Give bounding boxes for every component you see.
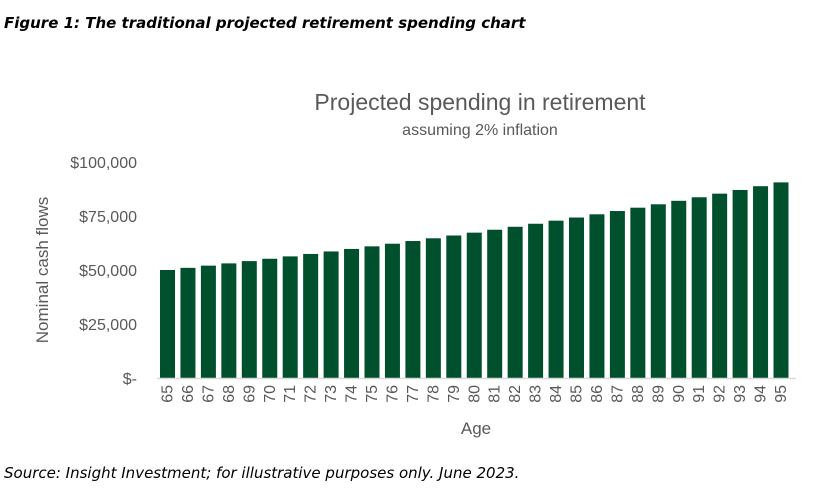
x-tick-label: 88 (630, 385, 647, 403)
x-axis-label: Age (461, 419, 491, 438)
x-tick-label: 75 (364, 385, 381, 403)
bar-age-78 (425, 238, 441, 378)
x-tick-label: 66 (180, 385, 197, 403)
y-tick-label: $75,000 (79, 209, 137, 226)
x-tick-label: 79 (446, 385, 463, 403)
bar-age-69 (241, 261, 257, 378)
figure-caption: Figure 1: The traditional projected reti… (4, 14, 526, 32)
x-tick-label: 85 (569, 385, 586, 403)
x-tick-label: 71 (282, 385, 299, 403)
x-tick-label: 78 (425, 385, 442, 403)
x-tick-label: 91 (691, 385, 708, 403)
bar-age-82 (507, 226, 523, 378)
bar-age-84 (548, 220, 564, 378)
x-tick-label: 90 (671, 385, 688, 403)
x-tick-label: 70 (262, 385, 279, 403)
y-axis-label: Nominal cash flows (33, 197, 52, 343)
bar-age-73 (323, 251, 339, 378)
bar-age-88 (630, 207, 646, 378)
x-tick-label: 95 (773, 385, 790, 403)
chart-subtitle: assuming 2% inflation (402, 122, 558, 139)
chart-title: Projected spending in retirement (314, 89, 646, 115)
bar-age-81 (487, 229, 503, 378)
bar-age-80 (466, 232, 482, 378)
x-tick-label: 92 (712, 385, 729, 403)
x-tick-label: 73 (323, 385, 340, 403)
bar-age-68 (221, 263, 237, 378)
x-tick-label: 69 (241, 385, 258, 403)
x-tick-label: 81 (487, 385, 504, 403)
bar-age-85 (569, 217, 584, 378)
bar-age-77 (405, 241, 421, 378)
bar-age-71 (282, 256, 298, 378)
x-tick-label: 82 (507, 385, 524, 403)
x-tick-label: 68 (221, 385, 238, 403)
bar-age-75 (364, 246, 380, 378)
bar-age-83 (528, 223, 544, 378)
bar-age-76 (384, 243, 400, 378)
y-tick-label: $100,000 (70, 155, 137, 172)
x-tick-label: 87 (609, 385, 626, 403)
bar-age-66 (180, 267, 196, 378)
bar-age-95 (773, 182, 789, 378)
source-note: Source: Insight Investment; for illustra… (4, 464, 520, 482)
x-tick-label: 93 (732, 385, 749, 403)
x-tick-label: 89 (650, 385, 667, 403)
x-tick-label: 74 (344, 385, 361, 403)
bar-age-91 (691, 197, 707, 378)
x-tick-label: 94 (753, 385, 770, 403)
y-tick-label: $- (123, 371, 137, 388)
x-tick-label: 67 (200, 385, 217, 403)
bar-age-72 (303, 253, 319, 378)
x-tick-label: 84 (548, 385, 565, 403)
bar-age-93 (732, 189, 748, 378)
bar-age-90 (671, 200, 687, 378)
bar-age-79 (446, 235, 462, 378)
bar-age-87 (609, 211, 625, 378)
x-tick-label: 72 (303, 385, 320, 403)
y-tick-label: $50,000 (79, 263, 137, 280)
bar-age-94 (753, 186, 769, 378)
bar-age-74 (344, 248, 360, 378)
x-tick-label: 80 (466, 385, 483, 403)
bar-age-65 (160, 270, 175, 378)
x-tick-label: 76 (384, 385, 401, 403)
y-tick-label: $25,000 (79, 317, 137, 334)
x-tick-label: 65 (160, 385, 177, 403)
bar-age-67 (200, 265, 216, 378)
x-tick-label: 77 (405, 385, 422, 403)
bar-age-70 (262, 258, 278, 378)
x-tick-label: 83 (528, 385, 545, 403)
x-tick-label: 86 (589, 385, 606, 403)
bar-age-89 (650, 204, 666, 378)
bar-age-92 (712, 193, 728, 378)
bar-age-86 (589, 214, 605, 378)
